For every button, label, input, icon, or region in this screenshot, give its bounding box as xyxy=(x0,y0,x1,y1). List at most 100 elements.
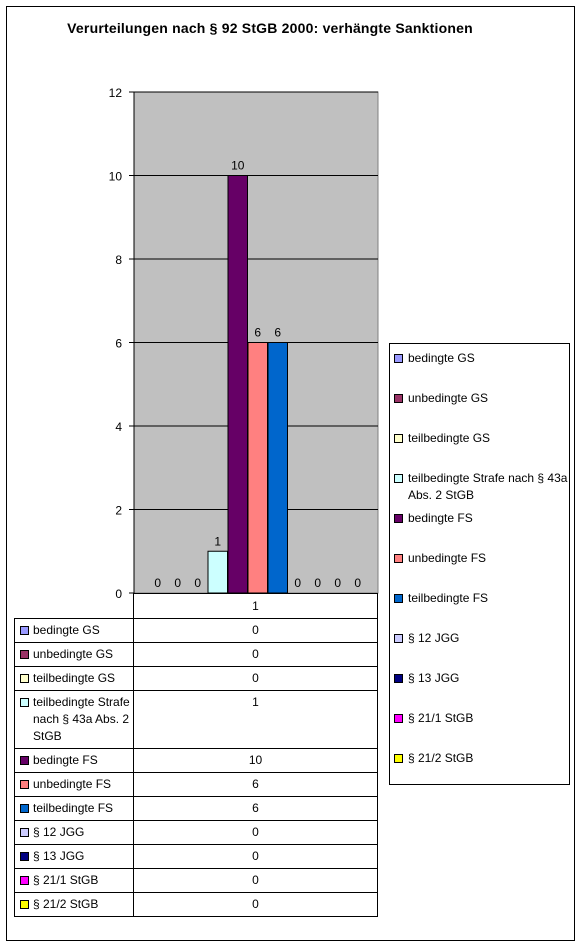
table-value-cell: 0 xyxy=(133,642,378,667)
table-category-header: 1 xyxy=(133,593,378,619)
legend-swatch xyxy=(394,474,403,483)
bar xyxy=(267,342,288,594)
table-series-label: § 21/2 StGB xyxy=(33,897,99,911)
table-row: unbedingte FS 6 xyxy=(14,772,378,797)
table-value-cell: 1 xyxy=(133,690,378,749)
table-series-cell: teilbedingte GS xyxy=(14,666,134,691)
table-row: § 12 JGG 0 xyxy=(14,820,378,845)
bar xyxy=(207,550,228,594)
table-value-cell: 10 xyxy=(133,748,378,773)
table-row: § 13 JGG 0 xyxy=(14,844,378,869)
table-value-cell: 0 xyxy=(133,820,378,845)
legend-label: teilbedingte FS xyxy=(408,591,489,605)
legend: bedingte GS unbedingte GS teilbedingte GS t… xyxy=(389,343,570,785)
table-row: teilbedingte FS 6 xyxy=(14,796,378,821)
table-swatch xyxy=(20,804,29,813)
legend-swatch xyxy=(394,674,403,683)
legend-label: bedingte GS xyxy=(408,351,475,365)
table-value-cell: 6 xyxy=(133,796,378,821)
table-swatch xyxy=(20,876,29,885)
data-label: 6 xyxy=(254,326,261,340)
table-series-label: § 13 JGG xyxy=(33,849,85,863)
data-label: 0 xyxy=(314,576,321,590)
table-series-cell: § 13 JGG xyxy=(14,844,134,869)
y-tick-label: 8 xyxy=(115,253,122,267)
data-label: 0 xyxy=(154,576,161,590)
table-row: bedingte FS 10 xyxy=(14,748,378,773)
table-series-cell: § 12 JGG xyxy=(14,820,134,845)
legend-label: § 21/2 StGB xyxy=(408,751,474,765)
data-label: 0 xyxy=(334,576,341,590)
legend-label: bedingte FS xyxy=(408,511,473,525)
y-tick-label: 2 xyxy=(115,504,122,518)
table-series-cell: teilbedingte FS xyxy=(14,796,134,821)
table-swatch xyxy=(20,674,29,683)
table-row: bedingte GS 0 xyxy=(14,618,378,643)
y-tick-label: 10 xyxy=(109,170,123,184)
table-value-cell: 0 xyxy=(133,868,378,893)
legend-label: teilbedingte GS xyxy=(408,431,491,445)
data-label: 1 xyxy=(214,534,221,548)
table-value-cell: 0 xyxy=(133,892,378,917)
table-swatch xyxy=(20,626,29,635)
data-label: 0 xyxy=(294,576,301,590)
legend-swatch xyxy=(394,754,403,763)
legend-label: § 12 JGG xyxy=(408,631,460,645)
table-swatch xyxy=(20,852,29,861)
table-series-cell: unbedingte FS xyxy=(14,772,134,797)
table-swatch xyxy=(20,828,29,837)
legend-swatch xyxy=(394,714,403,723)
table-corner xyxy=(14,593,134,619)
table-swatch xyxy=(20,698,29,707)
table-series-cell: unbedingte GS xyxy=(14,642,134,667)
table-row: § 21/2 StGB 0 xyxy=(14,892,378,917)
table-series-label: unbedingte FS xyxy=(33,777,112,791)
table-value-cell: 6 xyxy=(133,772,378,797)
table-swatch xyxy=(20,900,29,909)
table-series-label: unbedingte GS xyxy=(33,647,114,661)
legend-label: teilbedingte Strafe nach § 43a Abs. 2 St… xyxy=(408,471,568,502)
table-series-label: teilbedingte FS xyxy=(33,801,114,815)
table-swatch xyxy=(20,756,29,765)
table-value-cell: 0 xyxy=(133,618,378,643)
legend-swatch xyxy=(394,594,403,603)
chart-title: Verurteilungen nach § 92 StGB 2000: verh… xyxy=(67,20,473,36)
y-tick-label: 4 xyxy=(115,420,122,434)
legend-label: unbedingte GS xyxy=(408,391,489,405)
table-series-label: § 12 JGG xyxy=(33,825,85,839)
table-row: teilbedingte Strafe nach § 43a Abs. 2 St… xyxy=(14,690,378,749)
table-series-cell: § 21/1 StGB xyxy=(14,868,134,893)
table-series-cell: bedingte GS xyxy=(14,618,134,643)
legend-label: § 21/1 StGB xyxy=(408,711,474,725)
table-value-cell: 0 xyxy=(133,844,378,869)
table-series-cell: § 21/2 StGB xyxy=(14,892,134,917)
table-series-label: teilbedingte GS xyxy=(33,671,116,685)
data-label: 10 xyxy=(231,159,245,173)
data-label: 0 xyxy=(354,576,361,590)
table-row: § 21/1 StGB 0 xyxy=(14,868,378,893)
table-series-label: § 21/1 StGB xyxy=(33,873,99,887)
legend-label: § 13 JGG xyxy=(408,671,460,685)
legend-swatch xyxy=(394,434,403,443)
legend-swatch xyxy=(394,554,403,563)
table-header-row: 1 xyxy=(14,593,378,619)
table-value-cell: 0 xyxy=(133,666,378,691)
table-swatch xyxy=(20,650,29,659)
data-label: 0 xyxy=(174,576,181,590)
table-series-cell: bedingte FS xyxy=(14,748,134,773)
data-label: 0 xyxy=(194,576,201,590)
legend-swatch xyxy=(394,634,403,643)
table-row: teilbedingte GS 0 xyxy=(14,666,378,691)
table-row: unbedingte GS 0 xyxy=(14,642,378,667)
data-label: 6 xyxy=(274,326,281,340)
table-series-label: bedingte FS xyxy=(33,753,98,767)
bar xyxy=(227,175,248,594)
legend-swatch xyxy=(394,514,403,523)
legend-label: unbedingte FS xyxy=(408,551,487,565)
legend-swatch xyxy=(394,354,403,363)
bar xyxy=(247,342,268,594)
table-series-cell: teilbedingte Strafe nach § 43a Abs. 2 St… xyxy=(14,690,134,749)
legend-swatch xyxy=(394,394,403,403)
table-series-label: bedingte GS xyxy=(33,623,100,637)
